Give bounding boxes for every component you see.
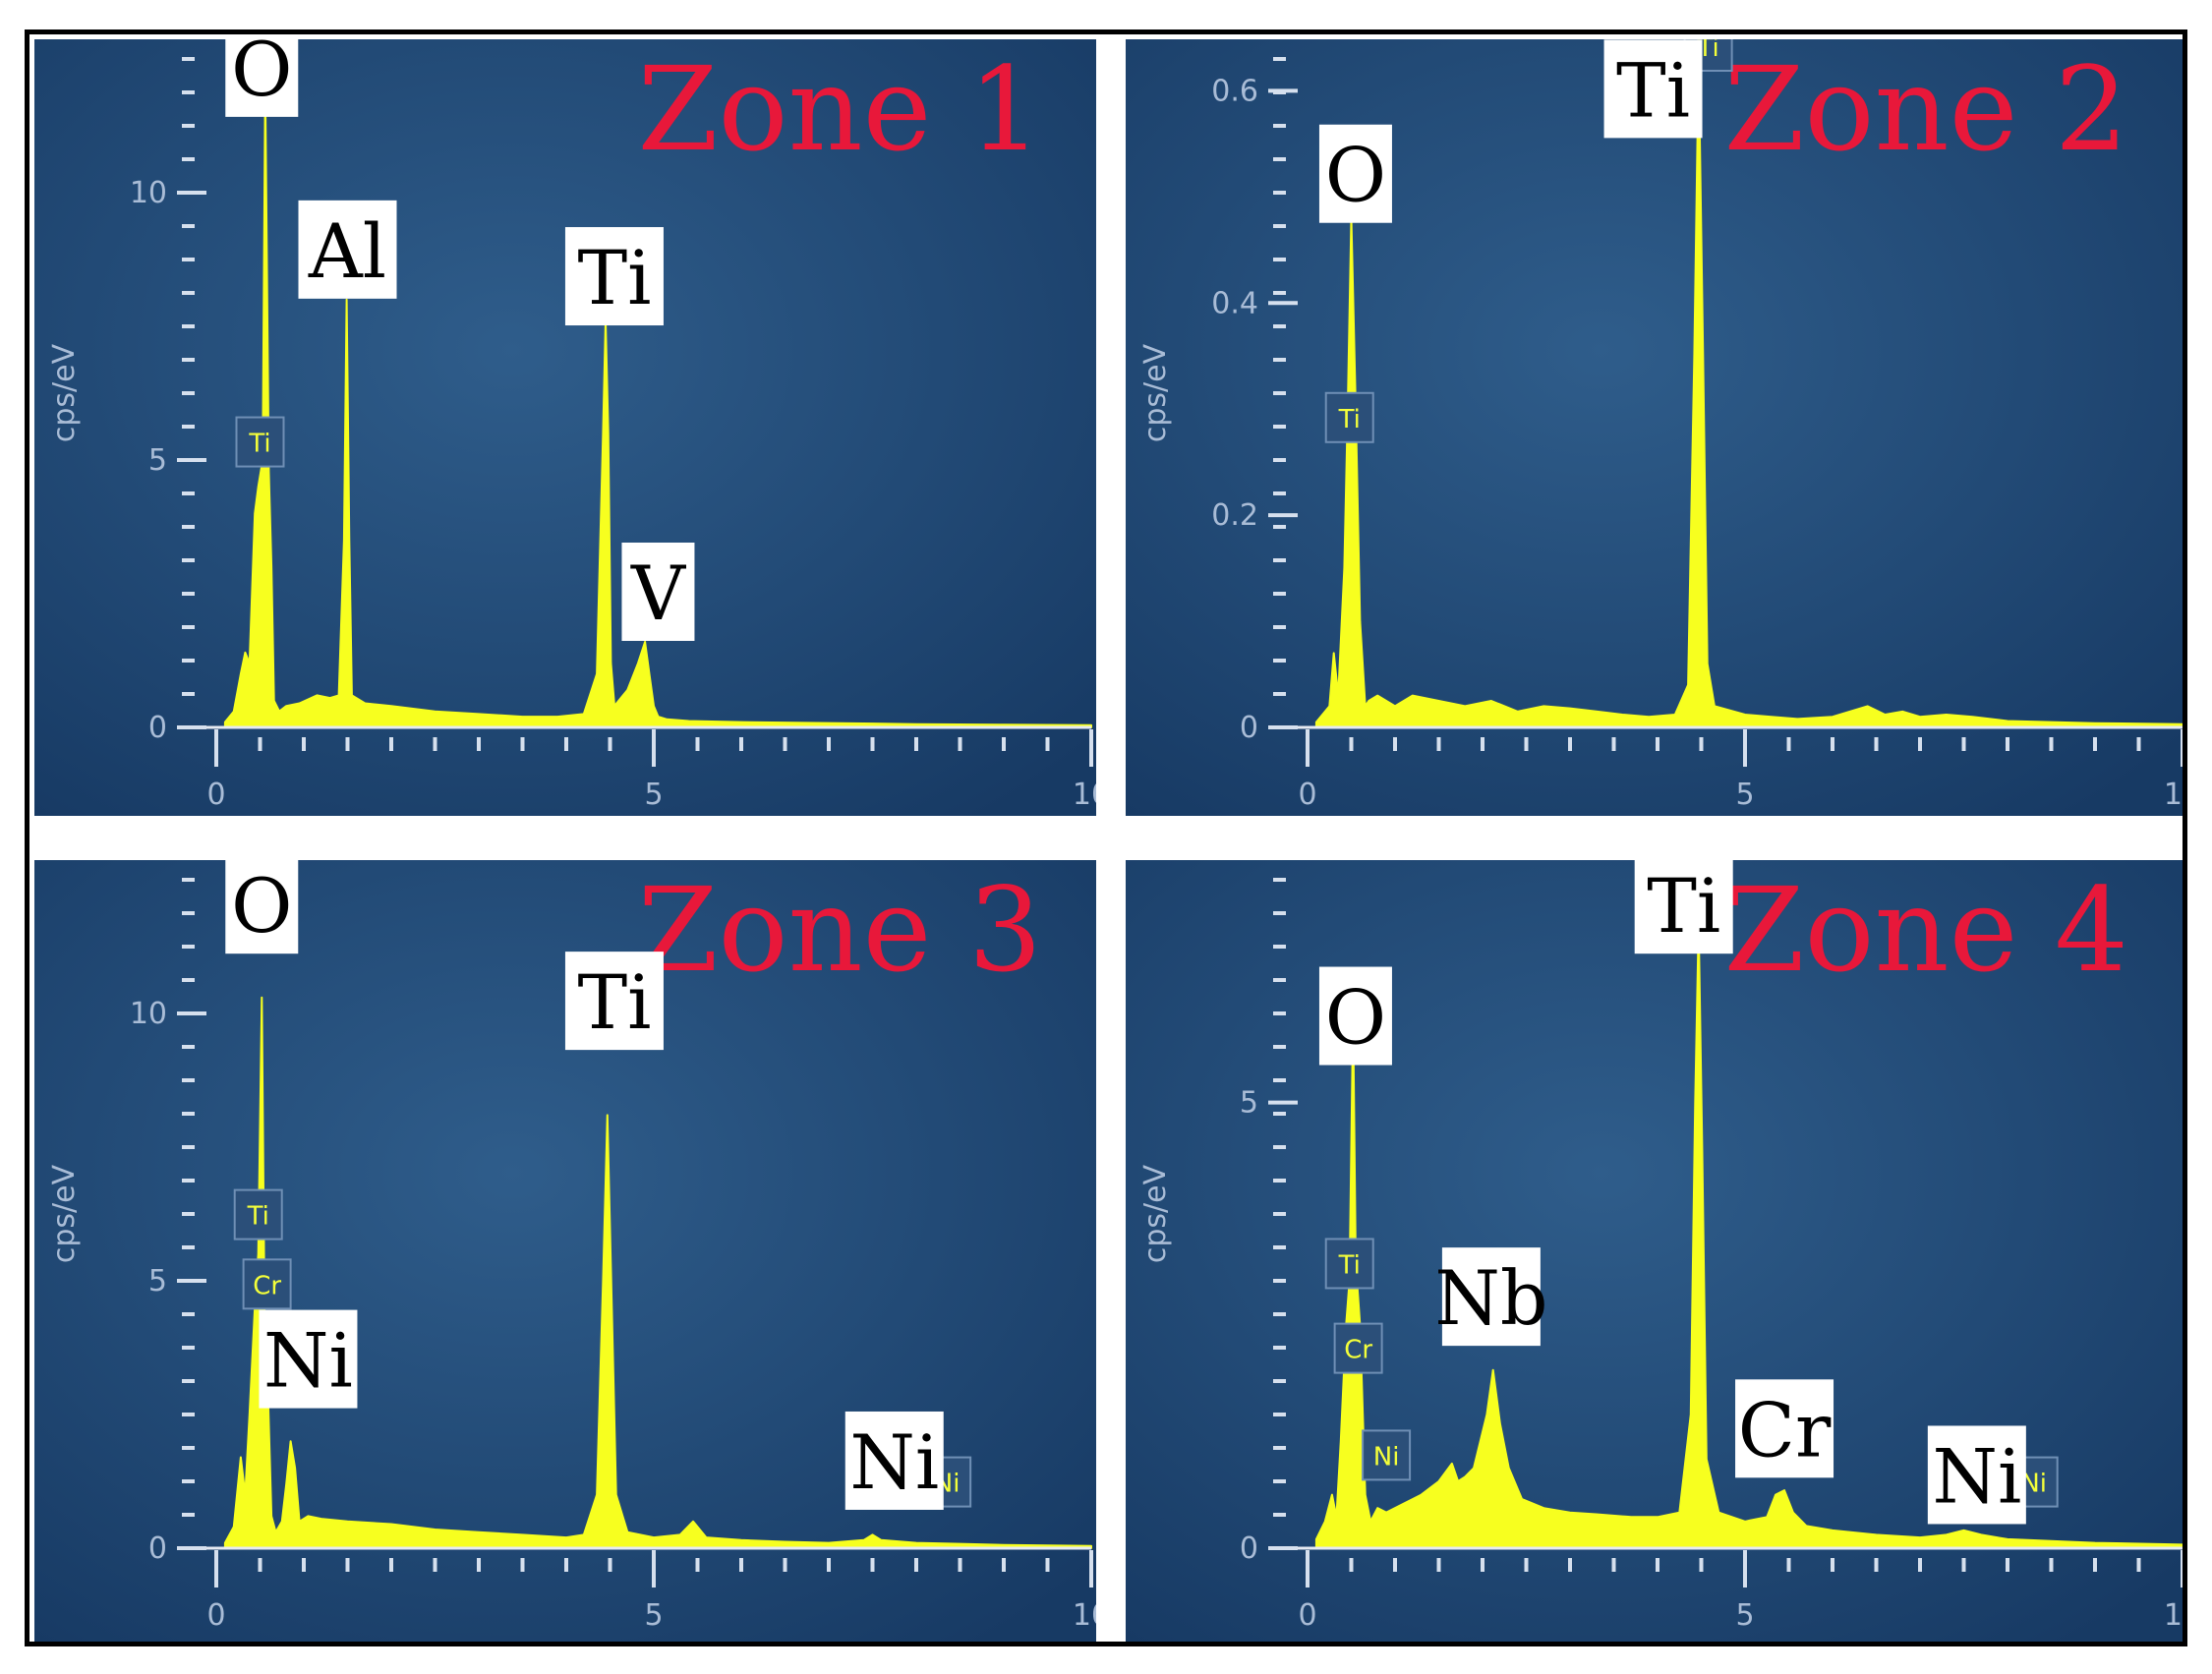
y-axis-label: cps/eV bbox=[47, 343, 82, 442]
spectrum-chart-1: Zone 1 cps/eV 0 5 10 0 5 10 Ti O Al Ti V bbox=[34, 39, 1096, 816]
zone-title: Zone 4 bbox=[1724, 862, 2128, 998]
zone-title: Zone 2 bbox=[1724, 41, 2128, 177]
peak-label: V bbox=[621, 543, 695, 641]
x-tick-label: 0 bbox=[1298, 1598, 1316, 1633]
x-tick-label: 5 bbox=[1735, 1598, 1754, 1633]
peak-label: Nb bbox=[1434, 1247, 1547, 1347]
peak-label: Ti bbox=[1603, 39, 1703, 139]
element-marker: Ni bbox=[1362, 1429, 1412, 1481]
x-tick-label: 0 bbox=[206, 1598, 225, 1633]
element-marker-text: Cr bbox=[253, 1271, 281, 1300]
peak-label-text: O bbox=[1325, 132, 1386, 219]
peak-label-text: Ti bbox=[1647, 862, 1720, 950]
y-axis-label: cps/eV bbox=[1138, 1164, 1173, 1263]
spectrum-area bbox=[223, 85, 1092, 728]
element-marker: Ti bbox=[1324, 1238, 1374, 1290]
y-tick-label: 0.6 bbox=[1211, 74, 1258, 108]
peak-label-text: O bbox=[231, 862, 292, 950]
peak-label-text: Cr bbox=[1738, 1386, 1832, 1473]
y-tick-label: 0.2 bbox=[1211, 498, 1258, 533]
peak-label: Ti bbox=[564, 227, 664, 326]
peak-label-text: V bbox=[630, 549, 686, 637]
figure-frame: Zone 1 cps/eV 0 5 10 0 5 10 Ti O Al Ti V Zone 2 cps/eV… bbox=[25, 29, 2187, 1646]
peak-label-text: Ti bbox=[577, 958, 651, 1046]
peak-label-text: O bbox=[231, 39, 292, 113]
x-tick-label: 5 bbox=[644, 1598, 663, 1633]
element-marker-text: Ti bbox=[247, 1202, 269, 1232]
x-tick-label: 10 bbox=[1073, 1598, 1096, 1633]
y-axis-label: cps/eV bbox=[47, 1164, 82, 1263]
y-tick-label: 5 bbox=[1240, 1086, 1258, 1121]
element-marker-text: Ni bbox=[1373, 1442, 1400, 1472]
peak-label: Cr bbox=[1735, 1379, 1834, 1478]
peak-label: Al bbox=[298, 200, 397, 299]
x-tick-label: 10 bbox=[1073, 778, 1096, 812]
y-tick-label: 0 bbox=[1240, 1531, 1258, 1566]
peak-label: Ni bbox=[844, 1411, 944, 1510]
x-tick-label: 10 bbox=[2164, 778, 2183, 812]
element-marker-text: Ti bbox=[1338, 405, 1361, 434]
peak-label-text: Ni bbox=[1932, 1432, 2021, 1520]
peak-label-text: O bbox=[1325, 974, 1386, 1062]
element-marker-text: Cr bbox=[1344, 1336, 1372, 1365]
y-tick-label: 5 bbox=[148, 443, 167, 478]
spectrum-area bbox=[223, 996, 1092, 1549]
peak-label: Ti bbox=[1634, 860, 1733, 954]
element-marker: Ti bbox=[235, 416, 285, 468]
peak-label-text: Ti bbox=[577, 234, 651, 321]
peak-label: O bbox=[1318, 966, 1392, 1066]
element-marker-text: Ti bbox=[1338, 1250, 1361, 1280]
element-marker: Ti bbox=[1324, 391, 1374, 443]
x-tick-label: 5 bbox=[1735, 778, 1754, 812]
zone-title: Zone 3 bbox=[638, 862, 1042, 998]
peak-label-text: Al bbox=[308, 207, 386, 295]
peak-label-text: Ni bbox=[849, 1418, 939, 1506]
element-marker: Cr bbox=[1333, 1322, 1383, 1374]
element-marker: Cr bbox=[242, 1258, 292, 1310]
peak-label: Ni bbox=[1927, 1425, 2026, 1525]
x-tick-label: 10 bbox=[2164, 1598, 2183, 1633]
peak-label: O bbox=[225, 860, 299, 954]
peak-label-text: Ti bbox=[1616, 46, 1690, 134]
y-tick-label: 10 bbox=[130, 997, 167, 1031]
spectrum-panel-1: Zone 1 cps/eV 0 5 10 0 5 10 Ti O Al Ti V bbox=[34, 39, 1096, 816]
y-tick-label: 0.4 bbox=[1211, 286, 1258, 320]
peak-label: O bbox=[225, 39, 299, 117]
panel-background bbox=[1126, 39, 2183, 816]
panel-background bbox=[34, 39, 1096, 816]
y-axis-label: cps/eV bbox=[1138, 343, 1173, 442]
element-marker: Ti bbox=[233, 1188, 283, 1241]
peak-label: Ti bbox=[564, 952, 664, 1051]
y-tick-label: 10 bbox=[130, 176, 167, 210]
y-tick-label: 5 bbox=[148, 1264, 167, 1299]
peak-label-text: Nb bbox=[1434, 1254, 1547, 1342]
peak-label: Ni bbox=[259, 1309, 358, 1409]
peak-label-text: Ni bbox=[263, 1317, 353, 1405]
peak-label: O bbox=[1318, 124, 1392, 223]
y-tick-label: 0 bbox=[148, 1531, 167, 1566]
y-tick-label: 0 bbox=[1240, 711, 1258, 745]
zone-title: Zone 1 bbox=[638, 41, 1042, 177]
element-marker-text: Ti bbox=[248, 430, 270, 459]
spectrum-area bbox=[1314, 58, 2183, 728]
x-tick-label: 0 bbox=[206, 778, 225, 812]
y-tick-label: 0 bbox=[148, 711, 167, 745]
x-tick-label: 5 bbox=[644, 778, 663, 812]
x-tick-label: 0 bbox=[1298, 778, 1316, 812]
